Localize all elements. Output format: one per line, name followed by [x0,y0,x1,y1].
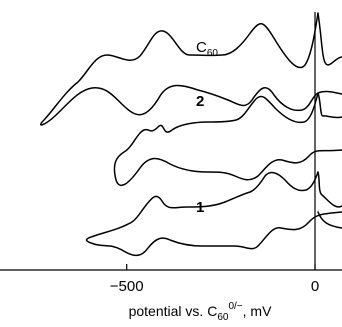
curve-2 [113,92,342,186]
curve-label-2: 2 [196,93,204,110]
x-axis-title: potential vs. C600/−, mV [129,301,272,323]
curve-1 [85,171,342,257]
curve-1-lower [317,211,342,229]
curve-label-c60: C60 [196,39,218,59]
curve-c60 [40,12,342,126]
curve-label-1: 1 [196,199,204,216]
x-tick-label: 0 [311,278,319,295]
voltammogram-curves [40,12,342,257]
x-tick-label: −500 [110,278,144,295]
